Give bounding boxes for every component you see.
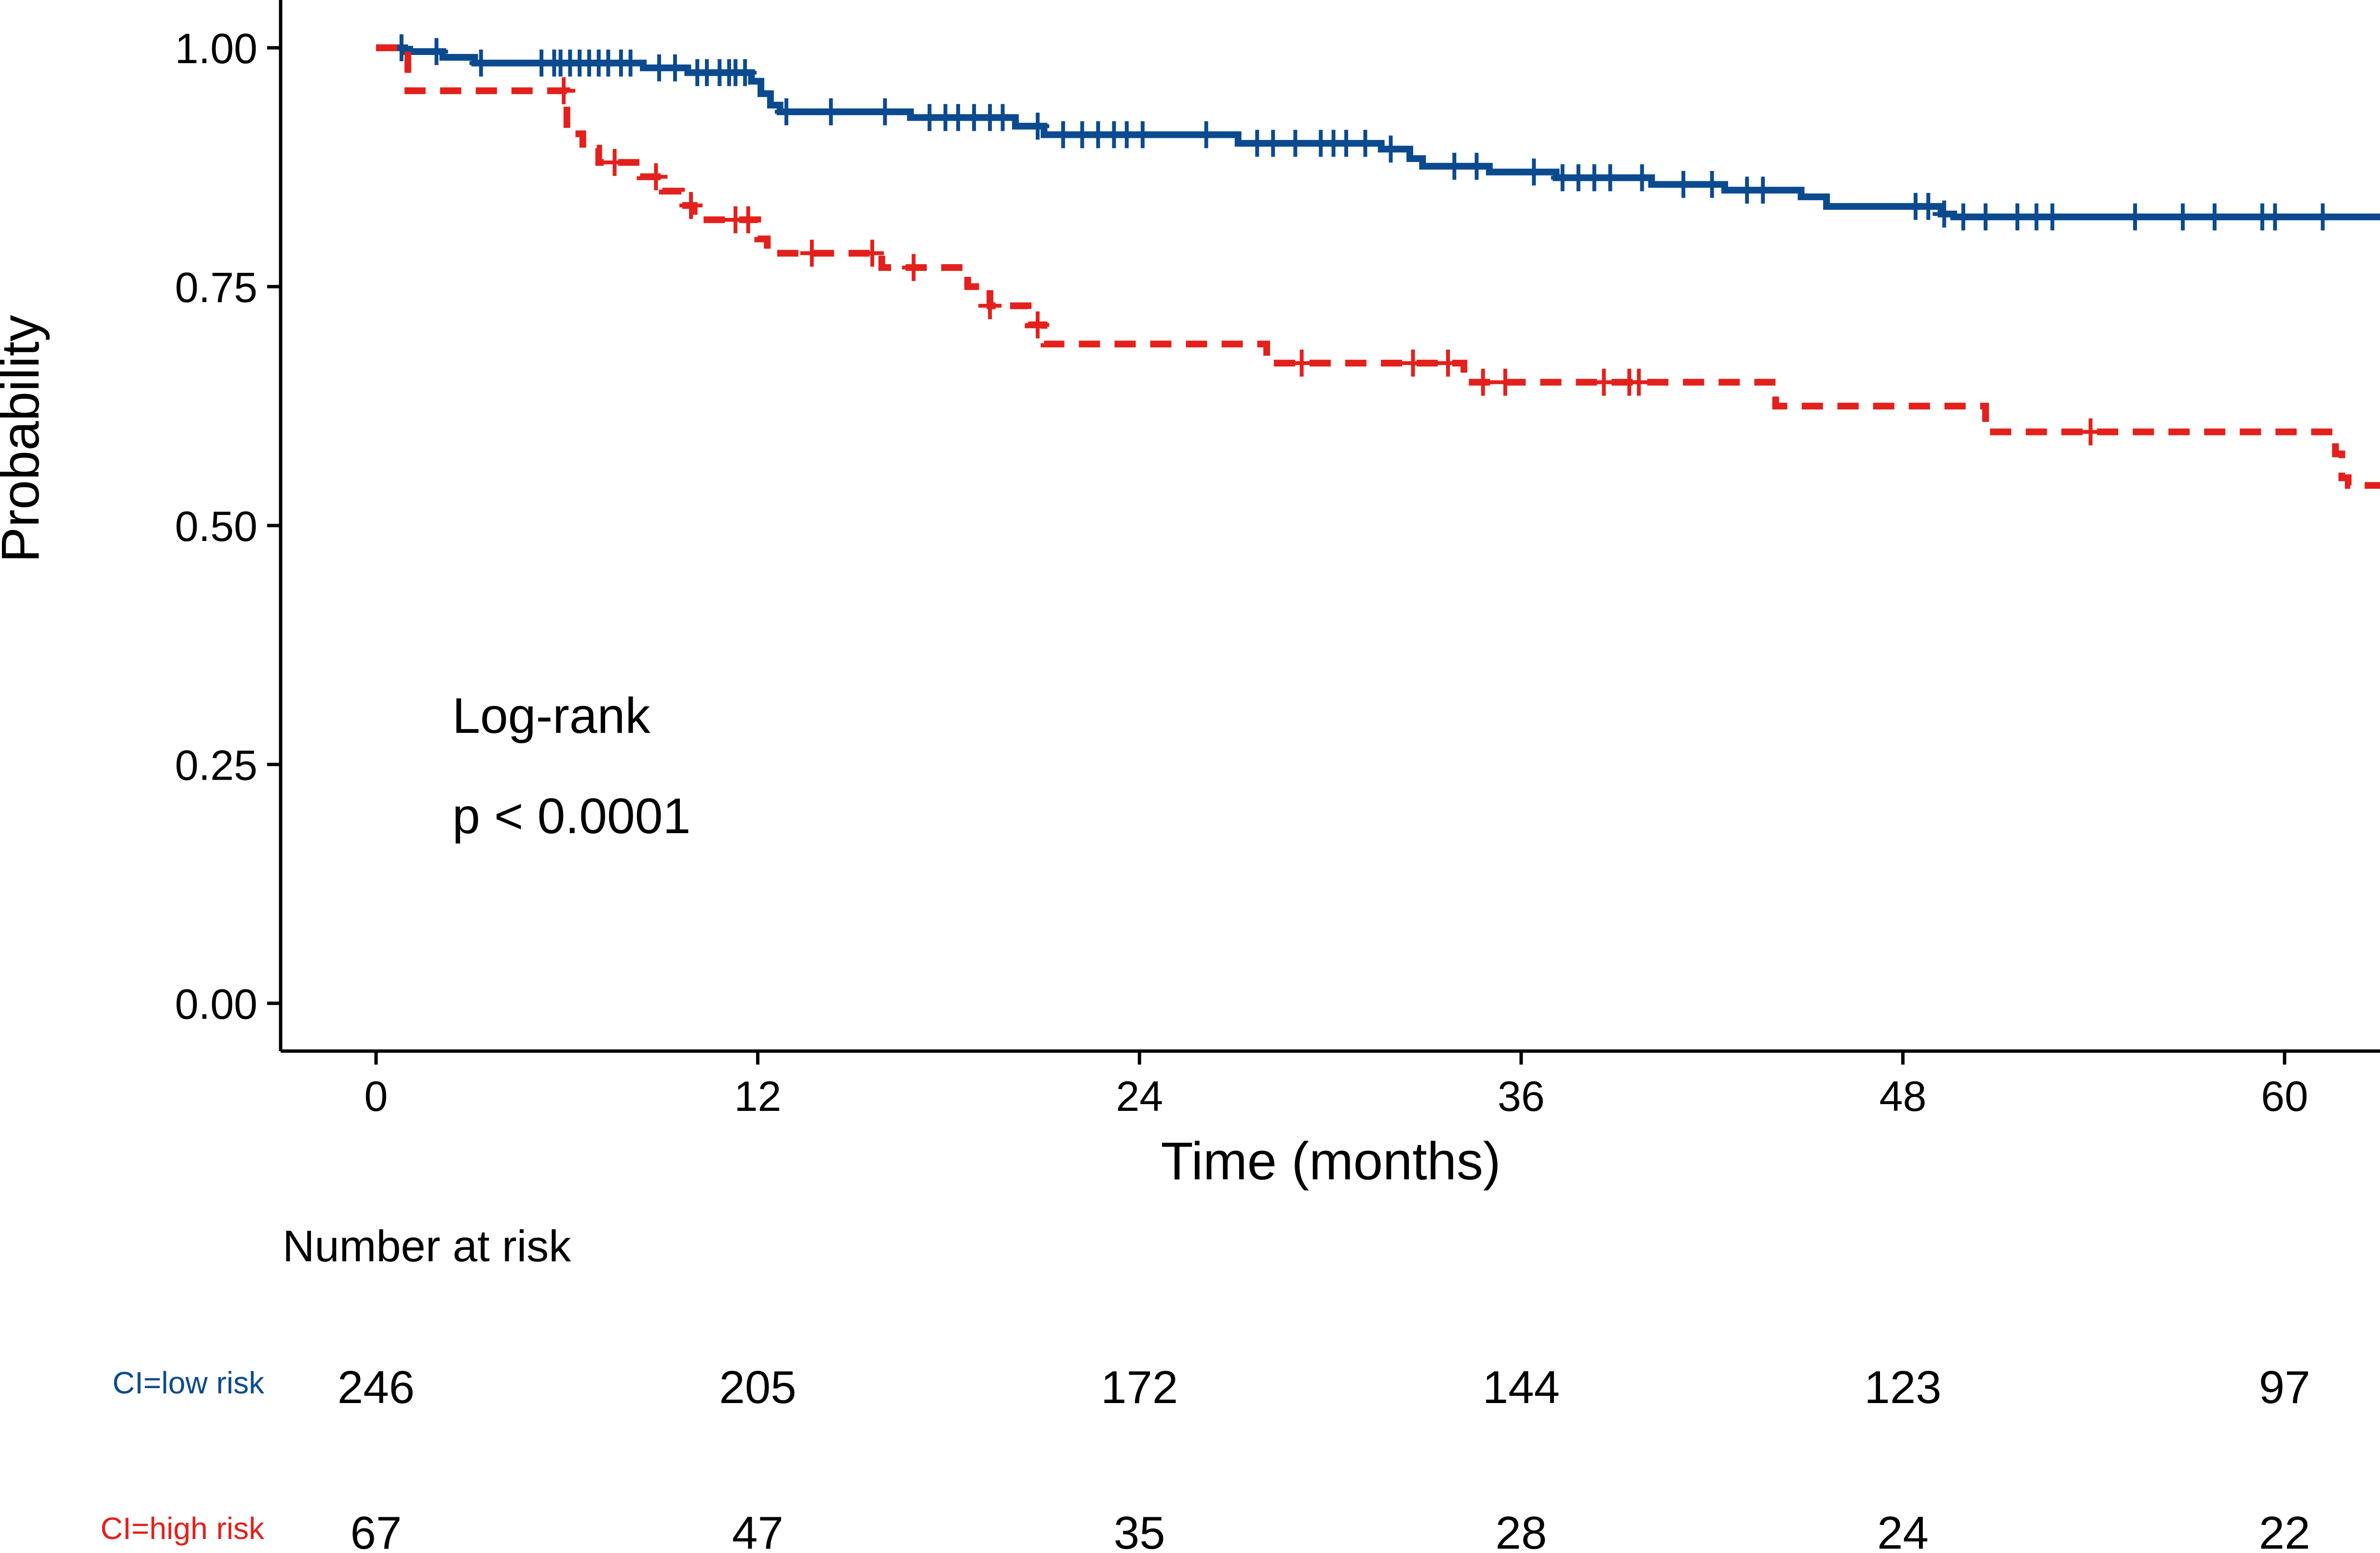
x-tick-label: 24 bbox=[1116, 1072, 1163, 1120]
x-tick-label: 12 bbox=[734, 1072, 782, 1120]
risk-count-high-risk: 28 bbox=[1495, 1507, 1547, 1551]
risk-count-low-risk: 123 bbox=[1864, 1362, 1941, 1413]
risk-count-high-risk: 47 bbox=[732, 1507, 784, 1551]
risk-count-high-risk: 67 bbox=[351, 1507, 402, 1551]
risk-count-high-risk: 22 bbox=[2259, 1507, 2311, 1551]
y-tick-label: 0.25 bbox=[175, 741, 257, 789]
y-tick-label: 0.75 bbox=[175, 264, 257, 311]
risk-table-title: Number at risk bbox=[283, 1222, 571, 1271]
risk-count-low-risk: 205 bbox=[719, 1362, 796, 1413]
series-line-high-risk bbox=[376, 44, 2380, 489]
annotation-p-value: p < 0.0001 bbox=[452, 788, 690, 844]
x-axis-label: Time (months) bbox=[1161, 1132, 1501, 1191]
plot-area: 0.00 0.25 0.50 0.75 1.00 0 12 24 36 48 60 bbox=[175, 0, 2380, 1120]
risk-row-label-high-risk: CI=high risk bbox=[100, 1511, 265, 1546]
x-tick-label: 48 bbox=[1880, 1072, 1927, 1120]
y-axis-label: Probability bbox=[0, 315, 50, 563]
risk-count-low-risk: 246 bbox=[338, 1362, 415, 1413]
annotation-test-name: Log-rank bbox=[452, 688, 650, 744]
risk-table: CI=low risk 246 205 172 144 123 97 CI=high risk… bbox=[100, 1362, 2311, 1553]
risk-row-label-low-risk: CI=low risk bbox=[112, 1365, 265, 1400]
x-tick-label: 36 bbox=[1498, 1072, 1545, 1120]
risk-count-high-risk: 24 bbox=[1877, 1507, 1929, 1551]
risk-count-high-risk: 35 bbox=[1114, 1507, 1165, 1551]
risk-count-low-risk: 172 bbox=[1101, 1362, 1178, 1413]
y-tick-label: 0.50 bbox=[175, 502, 257, 550]
risk-count-low-risk: 97 bbox=[2259, 1362, 2311, 1413]
x-tick-label: 60 bbox=[2261, 1072, 2308, 1120]
x-tick-label: 0 bbox=[364, 1072, 388, 1120]
y-tick-label: 0.00 bbox=[175, 980, 257, 1028]
y-tick-label: 1.00 bbox=[175, 25, 257, 72]
risk-count-low-risk: 144 bbox=[1483, 1362, 1560, 1413]
